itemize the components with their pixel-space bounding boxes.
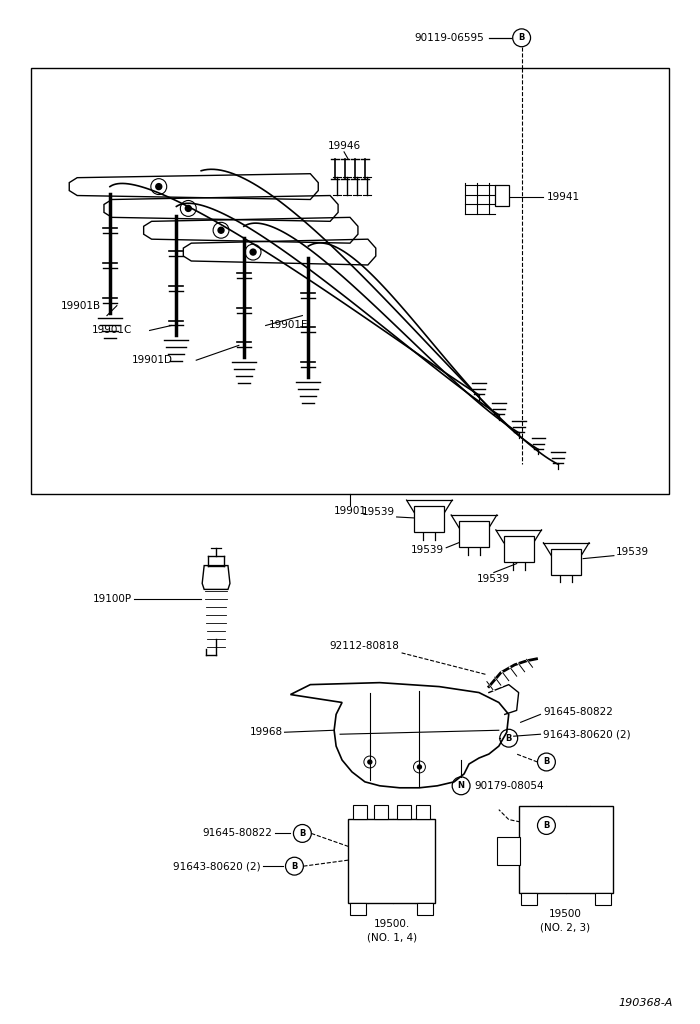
Text: B: B	[505, 733, 512, 742]
Text: 19500: 19500	[549, 909, 582, 919]
Text: B: B	[543, 821, 550, 830]
Text: 19539: 19539	[616, 547, 649, 557]
Text: (NO. 1, 4): (NO. 1, 4)	[367, 933, 416, 943]
Bar	[497, 838, 519, 865]
Text: 19100P: 19100P	[92, 594, 132, 604]
Text: 90179-08054: 90179-08054	[474, 781, 544, 791]
Text: N: N	[458, 781, 465, 791]
Text: 91645-80822: 91645-80822	[203, 828, 272, 839]
Text: 19539: 19539	[411, 545, 444, 555]
Text: B: B	[543, 758, 550, 767]
Text: 19946: 19946	[328, 141, 360, 151]
Text: 90119-06595: 90119-06595	[414, 33, 484, 43]
Text: 91645-80822: 91645-80822	[543, 708, 613, 718]
Bar	[417, 903, 433, 914]
Text: 19941: 19941	[547, 191, 580, 202]
Circle shape	[417, 765, 421, 769]
Bar	[595, 893, 611, 905]
Bar	[519, 806, 613, 893]
Bar	[374, 805, 388, 818]
Text: 92112-80818: 92112-80818	[330, 641, 400, 651]
Text: B: B	[519, 34, 525, 42]
Text: 19968: 19968	[249, 727, 283, 737]
Text: B: B	[291, 861, 298, 870]
Text: 19901C: 19901C	[92, 326, 132, 336]
Circle shape	[218, 227, 224, 233]
Text: 19901: 19901	[333, 506, 367, 516]
Text: 19500.: 19500.	[374, 919, 409, 929]
Text: 190368-A: 190368-A	[618, 998, 673, 1008]
Text: 91643-80620 (2): 91643-80620 (2)	[173, 861, 260, 871]
Text: 19901B: 19901B	[60, 301, 100, 310]
Bar	[495, 184, 509, 207]
Text: 19539: 19539	[361, 507, 395, 517]
Bar	[504, 536, 533, 561]
Circle shape	[186, 206, 191, 211]
Text: (NO. 2, 3): (NO. 2, 3)	[540, 923, 590, 933]
Bar	[397, 805, 410, 818]
Text: 19901D: 19901D	[132, 355, 173, 366]
Bar	[414, 506, 444, 531]
Bar	[350, 903, 366, 914]
Circle shape	[368, 760, 372, 764]
Text: 19901E: 19901E	[269, 321, 308, 331]
Bar	[31, 68, 669, 495]
Text: 19539: 19539	[477, 573, 510, 584]
Text: 91643-80620 (2): 91643-80620 (2)	[543, 729, 631, 739]
Bar	[459, 521, 489, 547]
Bar	[348, 818, 435, 903]
Circle shape	[250, 249, 256, 255]
Circle shape	[156, 183, 162, 189]
Bar	[552, 549, 581, 574]
Bar	[521, 893, 536, 905]
Text: B: B	[299, 829, 306, 838]
Bar	[416, 805, 430, 818]
Bar	[353, 805, 367, 818]
